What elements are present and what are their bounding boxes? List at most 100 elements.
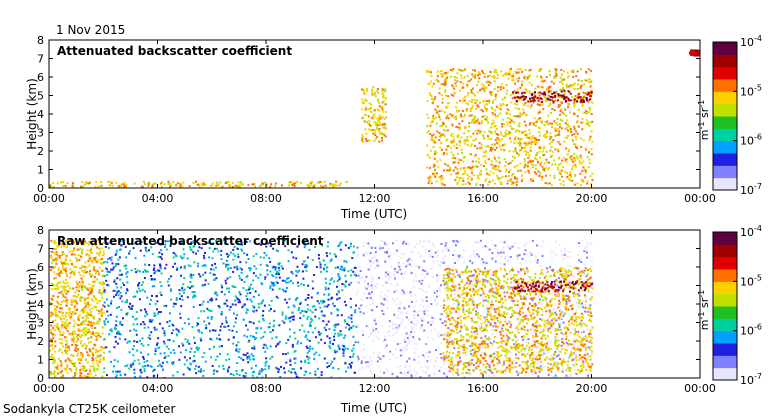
heat-cell bbox=[428, 351, 431, 354]
heat-cell bbox=[343, 267, 346, 270]
heat-cell bbox=[269, 331, 272, 333]
heat-cell bbox=[415, 371, 418, 374]
heat-cell bbox=[65, 324, 67, 327]
heat-cell bbox=[246, 357, 249, 360]
heat-cell bbox=[277, 271, 280, 274]
heat-cell bbox=[470, 110, 472, 112]
heat-cell bbox=[482, 366, 484, 369]
heat-cell bbox=[554, 352, 557, 355]
heat-cell bbox=[69, 276, 72, 279]
heat-cell bbox=[182, 256, 185, 259]
heat-cell bbox=[72, 354, 75, 357]
heat-cell bbox=[102, 357, 105, 360]
heat-cell bbox=[529, 68, 532, 71]
heat-cell bbox=[95, 335, 98, 338]
heat-cell bbox=[463, 376, 466, 378]
heat-cell bbox=[554, 374, 557, 377]
heat-cell bbox=[494, 69, 496, 71]
heat-cell bbox=[89, 365, 92, 368]
heat-cell bbox=[453, 76, 456, 78]
heat-cell bbox=[321, 314, 324, 317]
heat-cell bbox=[139, 339, 141, 342]
heat-cell bbox=[309, 345, 312, 348]
heat-cell bbox=[222, 364, 225, 367]
heat-cell bbox=[529, 138, 532, 141]
heat-cell bbox=[213, 369, 216, 372]
heat-cell bbox=[378, 276, 380, 279]
heat-cell bbox=[160, 365, 163, 368]
heat-cell bbox=[82, 270, 85, 273]
heat-cell bbox=[585, 119, 588, 122]
heat-cell bbox=[350, 361, 353, 364]
heat-cell bbox=[537, 170, 540, 173]
heat-cell bbox=[333, 280, 336, 283]
heat-cell bbox=[294, 182, 297, 185]
heat-cell bbox=[216, 337, 218, 340]
heat-cell bbox=[568, 280, 571, 283]
heat-cell bbox=[471, 353, 474, 355]
heat-cell bbox=[440, 73, 443, 76]
heat-cell bbox=[203, 183, 205, 186]
heat-cell bbox=[427, 355, 430, 358]
heat-cell bbox=[319, 266, 322, 269]
heat-cell bbox=[693, 51, 696, 54]
heat-cell bbox=[73, 299, 76, 302]
heat-cell bbox=[332, 185, 335, 188]
heat-cell bbox=[574, 145, 577, 148]
heat-cell bbox=[563, 95, 566, 98]
heat-cell bbox=[527, 75, 530, 78]
heat-cell bbox=[567, 129, 569, 132]
heat-cell bbox=[386, 243, 389, 246]
heat-cell bbox=[62, 345, 65, 348]
heat-cell bbox=[96, 246, 99, 249]
heat-cell bbox=[575, 75, 578, 78]
heat-cell bbox=[394, 277, 396, 280]
heat-cell bbox=[586, 111, 589, 114]
heat-cell bbox=[513, 90, 516, 93]
heat-cell bbox=[240, 248, 243, 251]
heat-cell bbox=[56, 273, 59, 276]
heat-cell bbox=[173, 352, 176, 355]
heat-cell bbox=[381, 101, 384, 104]
heat-cell bbox=[76, 302, 79, 305]
heat-cell bbox=[413, 330, 416, 333]
heat-cell bbox=[405, 374, 408, 377]
heat-cell bbox=[275, 336, 278, 339]
heat-cell bbox=[255, 253, 258, 256]
y-tick-label: 8 bbox=[37, 34, 44, 47]
heat-cell bbox=[574, 158, 577, 161]
heat-cell bbox=[117, 342, 119, 345]
heat-cell bbox=[189, 357, 192, 360]
heat-cell bbox=[513, 177, 516, 180]
heat-cell bbox=[143, 254, 146, 257]
heat-cell bbox=[225, 263, 228, 266]
heat-cell bbox=[101, 257, 104, 260]
heat-cell bbox=[306, 347, 309, 349]
heat-cell bbox=[405, 265, 408, 268]
heat-cell bbox=[269, 287, 272, 289]
heat-cell bbox=[163, 330, 166, 333]
heat-cell bbox=[292, 181, 295, 184]
heat-cell bbox=[198, 246, 201, 249]
heat-cell bbox=[318, 317, 321, 320]
heat-cell bbox=[166, 280, 169, 283]
heat-cell bbox=[473, 75, 476, 78]
heat-cell bbox=[354, 341, 357, 344]
heat-cell bbox=[376, 108, 379, 111]
heat-cell bbox=[581, 80, 584, 82]
heat-cell bbox=[126, 313, 129, 316]
heat-cell bbox=[365, 305, 368, 308]
heat-cell bbox=[232, 248, 235, 251]
heat-cell bbox=[349, 364, 352, 367]
heat-cell bbox=[53, 359, 56, 362]
heat-cell bbox=[544, 97, 547, 100]
heat-cell bbox=[247, 184, 250, 187]
heat-cell bbox=[484, 245, 487, 248]
heat-cell bbox=[487, 84, 490, 87]
heat-cell bbox=[225, 319, 228, 322]
heat-cell bbox=[365, 140, 368, 142]
heat-cell bbox=[93, 367, 96, 370]
heat-cell bbox=[160, 272, 163, 275]
heat-cell bbox=[355, 293, 358, 296]
heat-cell bbox=[74, 295, 77, 298]
